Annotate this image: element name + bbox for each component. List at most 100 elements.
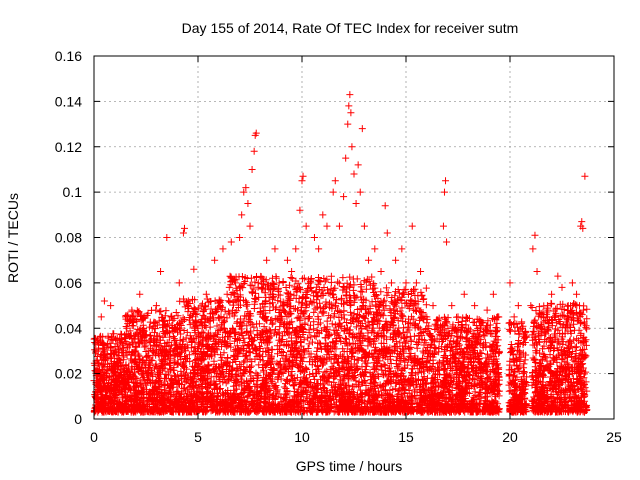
- data-point: [148, 324, 156, 332]
- data-point: [358, 125, 366, 133]
- y-tick-label: 0: [74, 411, 82, 427]
- data-point: [381, 202, 389, 210]
- data-point: [219, 245, 227, 253]
- data-point: [350, 170, 358, 178]
- data-point: [190, 265, 198, 273]
- data-point: [179, 229, 187, 237]
- data-point: [345, 102, 353, 110]
- data-point: [227, 238, 235, 246]
- data-point: [340, 193, 348, 201]
- data-point: [531, 231, 539, 239]
- data-point: [250, 147, 258, 155]
- data-point: [429, 302, 437, 310]
- data-point: [548, 290, 556, 298]
- x-axis-label: GPS time / hours: [296, 458, 403, 474]
- data-point: [460, 290, 468, 298]
- data-point: [423, 313, 431, 321]
- data-point: [348, 143, 356, 151]
- data-point: [194, 324, 202, 332]
- data-point: [412, 279, 420, 287]
- data-point: [417, 268, 425, 276]
- data-point: [248, 165, 256, 173]
- data-point: [267, 290, 275, 298]
- data-point: [100, 297, 108, 305]
- data-point: [464, 324, 472, 332]
- data-point: [231, 279, 239, 287]
- data-point: [579, 224, 587, 232]
- data-point: [298, 177, 306, 185]
- data-point: [167, 313, 175, 321]
- data-point: [323, 222, 331, 230]
- data-point: [246, 222, 254, 230]
- data-point: [392, 256, 400, 264]
- data-point: [94, 347, 102, 355]
- data-point: [383, 229, 391, 237]
- data-point: [344, 120, 352, 128]
- data-point: [102, 370, 110, 378]
- data-point: [568, 279, 576, 287]
- data-point: [494, 313, 502, 321]
- data-point: [163, 234, 171, 241]
- data-point: [510, 313, 518, 321]
- data-point: [335, 222, 343, 230]
- data-point: [306, 279, 314, 287]
- data-point: [206, 313, 214, 321]
- x-tick-label: 5: [194, 429, 202, 445]
- data-point: [442, 177, 450, 185]
- y-axis-label: ROTI / TECUs: [5, 193, 21, 283]
- data-point: [171, 358, 179, 366]
- data-point: [319, 211, 327, 219]
- data-point: [558, 283, 566, 291]
- data-point: [371, 245, 379, 253]
- data-point: [152, 302, 160, 310]
- data-point: [506, 279, 514, 287]
- y-tick-label: 0.02: [55, 366, 82, 382]
- data-point: [543, 302, 551, 310]
- data-point: [254, 279, 262, 287]
- data-point: [454, 313, 462, 321]
- data-point: [252, 129, 260, 137]
- data-point: [184, 302, 192, 310]
- x-tick-label: 0: [90, 429, 98, 445]
- data-point: [223, 290, 231, 298]
- data-point: [448, 302, 456, 310]
- data-point: [127, 365, 135, 373]
- data-point: [107, 302, 115, 310]
- data-point: [310, 234, 318, 241]
- x-tick-label: 20: [502, 429, 518, 445]
- data-point: [329, 188, 337, 196]
- data-point: [115, 351, 123, 359]
- data-point: [527, 302, 535, 310]
- data-point: [242, 184, 250, 192]
- data-point: [537, 313, 545, 321]
- data-point: [483, 306, 491, 314]
- data-point: [299, 172, 307, 180]
- data-point: [514, 302, 522, 310]
- data-point: [581, 172, 589, 180]
- data-point: [238, 211, 246, 219]
- data-point: [202, 290, 210, 298]
- scatter-point-cloud: [90, 272, 591, 416]
- data-point: [211, 256, 219, 264]
- data-point: [132, 347, 140, 355]
- data-point: [136, 290, 144, 298]
- data-point: [564, 302, 572, 310]
- y-tick-label: 0.04: [55, 320, 82, 336]
- x-tick-label: 15: [398, 429, 414, 445]
- data-point: [279, 302, 287, 310]
- y-tick-label: 0.08: [55, 230, 82, 246]
- data-point: [346, 91, 354, 99]
- data-point: [111, 381, 119, 389]
- data-point: [144, 370, 152, 378]
- y-tick-label: 0.16: [55, 48, 82, 64]
- data-point: [398, 245, 406, 253]
- data-point: [258, 313, 266, 321]
- data-point: [554, 272, 562, 280]
- data-point: [188, 336, 196, 344]
- scatter-points-bulk: [90, 272, 591, 416]
- chart-title: Day 155 of 2014, Rate Of TEC Index for r…: [182, 20, 519, 36]
- data-point: [354, 161, 362, 169]
- data-point: [433, 324, 441, 332]
- data-point: [180, 224, 188, 232]
